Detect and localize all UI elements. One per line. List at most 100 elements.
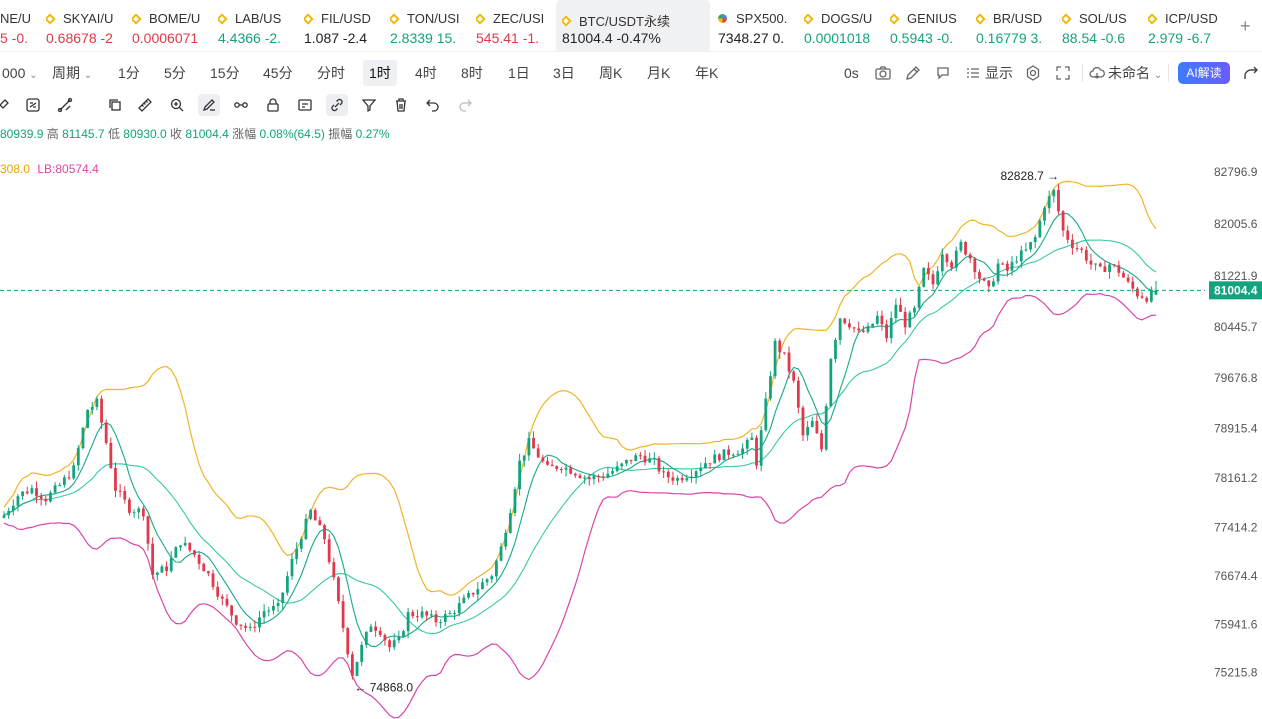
ticker-item[interactable]: ICP/USD 2.979 -6.7 [1148,0,1224,51]
candle [383,633,387,646]
countdown-label[interactable]: 0s [844,65,859,81]
ruler-icon[interactable] [134,94,156,116]
candle [11,499,15,516]
candle [258,610,261,633]
ticker-item[interactable]: LAB/US 4.4366 -2. [218,0,296,51]
ticker-item[interactable]: SOL/US 88.54 -0.6 [1062,0,1136,51]
close-value: 81004.4 [185,127,229,141]
lock-icon[interactable] [262,94,284,116]
hide-drawings-icon[interactable] [230,94,252,116]
candle-body [258,617,261,628]
tf-year[interactable]: 年K [695,65,719,81]
candle [959,239,963,253]
sync-drawings-icon[interactable] [22,94,44,116]
candle-body [926,268,930,275]
candle-body [513,489,517,514]
tf-1h[interactable]: 1时 [363,60,397,86]
candle [940,248,944,277]
tf-month[interactable]: 月K [647,65,671,81]
tf-tick[interactable]: 分时 [317,65,345,81]
ticker-item[interactable]: DOGS/U 0.0001018 [804,0,882,51]
candle-body [555,466,559,470]
tf-1d[interactable]: 1日 [508,65,530,81]
candle [652,452,656,465]
undo-icon[interactable] [422,94,444,116]
tf-15m[interactable]: 15分 [210,65,240,81]
pen-icon[interactable] [904,64,922,82]
trend-line-icon[interactable] [54,94,76,116]
candle-body [392,640,396,648]
candle [931,270,935,290]
ticker-item[interactable]: GENIUS 0.5943 -0. [890,0,964,51]
y-tick-label: 80445.7 [1214,320,1258,334]
display-menu[interactable]: 显示 [985,65,1013,81]
candle [522,455,526,467]
candle-body [917,286,921,308]
ticker-price: 2.979 -6.7 [1148,30,1212,46]
ticker-symbol: NE/U [0,11,32,26]
candle [787,346,791,379]
fullscreen-icon[interactable] [1054,64,1072,82]
candle-body [708,463,712,465]
indicator-selector[interactable]: 000 ⌄ [0,60,44,86]
redo-icon[interactable] [454,94,476,116]
tf-5m[interactable]: 5分 [164,65,186,81]
list-icon[interactable] [964,64,982,82]
candle [1112,263,1116,268]
edit-template-icon[interactable] [294,94,316,116]
ticker-item[interactable]: BR/USD 0.16779 3. [976,0,1050,51]
candle-body [313,510,317,521]
ticker-item[interactable]: SPX500. 7348.27 0. [718,0,796,51]
tf-week[interactable]: 周K [599,65,623,81]
ticker-item-active[interactable]: BTC/USDT永续 81004.4 -0.47% [556,0,710,51]
ticker-item[interactable]: NE/U 5 -0. [0,0,36,51]
candle-body [374,626,378,631]
layout-name-selector[interactable]: 未命名 ⌄ [1102,60,1168,86]
ai-analysis-button[interactable]: AI解读 [1178,62,1230,84]
zoom-in-icon[interactable] [166,94,188,116]
candle-body [490,576,494,580]
candle [954,246,958,272]
add-ticker-button[interactable]: + [1240,16,1251,36]
trash-icon[interactable] [390,94,412,116]
ticker-item[interactable]: FIL/USD 1.087 -2.4 [304,0,380,51]
magnet-icon[interactable] [0,94,14,116]
ticker-item[interactable]: BOME/U 0.0006071 [132,0,212,51]
tf-8h[interactable]: 8时 [461,65,483,81]
candle [964,241,967,256]
filter-icon[interactable] [358,94,380,116]
price-chart[interactable]: 82796.9 82005.6 81221.9 80445.7 79676.8 78915… [0,118,1262,719]
ticker-item[interactable]: TON/USI 2.8339 15. [390,0,466,51]
camera-icon[interactable] [874,64,892,82]
cloud-icon[interactable] [1088,64,1106,82]
tf-45m[interactable]: 45分 [263,65,293,81]
candle-body [76,448,80,466]
ticker-item[interactable]: SKYAI/U 0.68678 -2 [46,0,124,51]
draw-mode-icon[interactable] [198,94,220,116]
candle-body [662,471,666,473]
candle [337,576,340,604]
candle [917,286,921,310]
period-selector[interactable]: 周期 ⌄ [46,60,98,86]
tf-3d[interactable]: 3日 [553,65,575,81]
candle [1131,276,1135,293]
candle [467,590,470,600]
change-label: 涨幅 [232,127,257,141]
settings-icon[interactable] [1024,64,1042,82]
candle [1122,270,1125,278]
tf-4h[interactable]: 4时 [415,65,437,81]
candle [1103,260,1107,273]
ticker-item[interactable]: ZEC/USI 545.41 -1. [476,0,552,51]
candle [188,542,192,553]
candle-body [304,518,308,540]
link-icon[interactable] [326,94,348,116]
tf-1m[interactable]: 1分 [118,65,140,81]
candle-body [1070,239,1074,249]
candle [620,462,624,470]
candle-body [248,626,252,628]
share-icon[interactable] [1242,64,1260,82]
copy-icon[interactable] [104,94,126,116]
candle-body [820,433,823,450]
candle [838,317,842,345]
replay-icon[interactable] [934,64,952,82]
